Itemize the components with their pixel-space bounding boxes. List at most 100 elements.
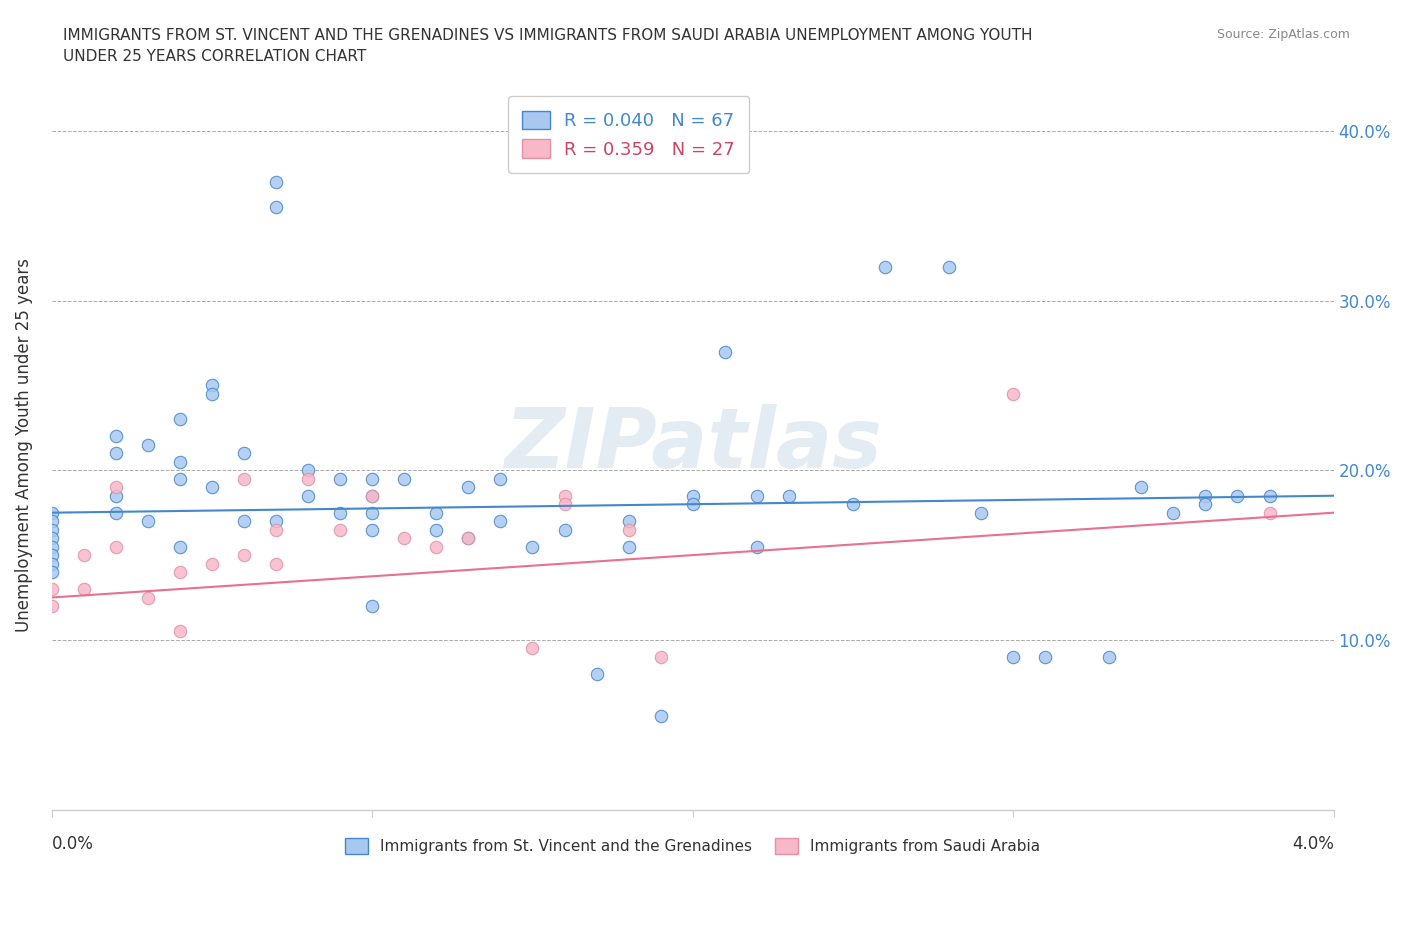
- Point: [1194, 488, 1216, 503]
- Point: [233, 513, 256, 528]
- Point: [1002, 387, 1025, 402]
- Point: [1002, 649, 1025, 664]
- Point: [329, 472, 352, 486]
- Point: [522, 539, 544, 554]
- Point: [361, 599, 384, 614]
- Point: [41, 513, 63, 528]
- Point: [104, 480, 127, 495]
- Point: [489, 513, 512, 528]
- Point: [361, 505, 384, 520]
- Point: [842, 497, 865, 512]
- Point: [938, 259, 960, 274]
- Point: [297, 463, 319, 478]
- Point: [264, 200, 287, 215]
- Point: [41, 548, 63, 563]
- Point: [361, 488, 384, 503]
- Point: [329, 523, 352, 538]
- Point: [41, 523, 63, 538]
- Point: [264, 513, 287, 528]
- Point: [1033, 649, 1056, 664]
- Text: Source: ZipAtlas.com: Source: ZipAtlas.com: [1216, 28, 1350, 41]
- Point: [233, 548, 256, 563]
- Point: [361, 523, 384, 538]
- Point: [617, 523, 640, 538]
- Text: 4.0%: 4.0%: [1292, 835, 1334, 853]
- Point: [233, 445, 256, 460]
- Point: [457, 531, 479, 546]
- Point: [489, 472, 512, 486]
- Point: [329, 505, 352, 520]
- Point: [457, 480, 479, 495]
- Point: [394, 472, 416, 486]
- Point: [201, 387, 224, 402]
- Point: [136, 437, 159, 452]
- Point: [41, 539, 63, 554]
- Point: [169, 565, 191, 579]
- Point: [553, 497, 575, 512]
- Point: [73, 581, 96, 596]
- Text: IMMIGRANTS FROM ST. VINCENT AND THE GRENADINES VS IMMIGRANTS FROM SAUDI ARABIA U: IMMIGRANTS FROM ST. VINCENT AND THE GREN…: [63, 28, 1033, 64]
- Point: [41, 565, 63, 579]
- Legend: Immigrants from St. Vincent and the Grenadines, Immigrants from Saudi Arabia: Immigrants from St. Vincent and the Gren…: [339, 832, 1046, 860]
- Point: [1098, 649, 1121, 664]
- Text: ZIPatlas: ZIPatlas: [503, 405, 882, 485]
- Point: [1163, 505, 1185, 520]
- Point: [970, 505, 993, 520]
- Point: [104, 445, 127, 460]
- Point: [201, 556, 224, 571]
- Point: [650, 649, 672, 664]
- Point: [522, 641, 544, 656]
- Point: [104, 429, 127, 444]
- Point: [264, 523, 287, 538]
- Text: 0.0%: 0.0%: [52, 835, 94, 853]
- Point: [1226, 488, 1249, 503]
- Point: [425, 539, 447, 554]
- Point: [745, 488, 768, 503]
- Point: [104, 488, 127, 503]
- Point: [41, 531, 63, 546]
- Point: [136, 590, 159, 604]
- Y-axis label: Unemployment Among Youth under 25 years: Unemployment Among Youth under 25 years: [15, 258, 32, 631]
- Point: [553, 523, 575, 538]
- Point: [297, 488, 319, 503]
- Point: [873, 259, 896, 274]
- Point: [394, 531, 416, 546]
- Point: [233, 472, 256, 486]
- Point: [297, 472, 319, 486]
- Point: [1258, 505, 1281, 520]
- Point: [41, 505, 63, 520]
- Point: [425, 523, 447, 538]
- Point: [1258, 488, 1281, 503]
- Point: [264, 556, 287, 571]
- Point: [104, 505, 127, 520]
- Point: [682, 497, 704, 512]
- Point: [169, 472, 191, 486]
- Point: [682, 488, 704, 503]
- Point: [201, 480, 224, 495]
- Point: [169, 624, 191, 639]
- Point: [169, 412, 191, 427]
- Point: [264, 175, 287, 190]
- Point: [650, 709, 672, 724]
- Point: [617, 513, 640, 528]
- Point: [553, 488, 575, 503]
- Point: [713, 344, 735, 359]
- Point: [361, 472, 384, 486]
- Point: [425, 505, 447, 520]
- Point: [778, 488, 800, 503]
- Point: [41, 599, 63, 614]
- Point: [617, 539, 640, 554]
- Point: [41, 556, 63, 571]
- Point: [169, 539, 191, 554]
- Point: [1130, 480, 1153, 495]
- Point: [41, 581, 63, 596]
- Point: [136, 513, 159, 528]
- Point: [73, 548, 96, 563]
- Point: [169, 455, 191, 470]
- Point: [201, 378, 224, 392]
- Point: [104, 539, 127, 554]
- Point: [585, 667, 607, 682]
- Point: [745, 539, 768, 554]
- Point: [457, 531, 479, 546]
- Point: [361, 488, 384, 503]
